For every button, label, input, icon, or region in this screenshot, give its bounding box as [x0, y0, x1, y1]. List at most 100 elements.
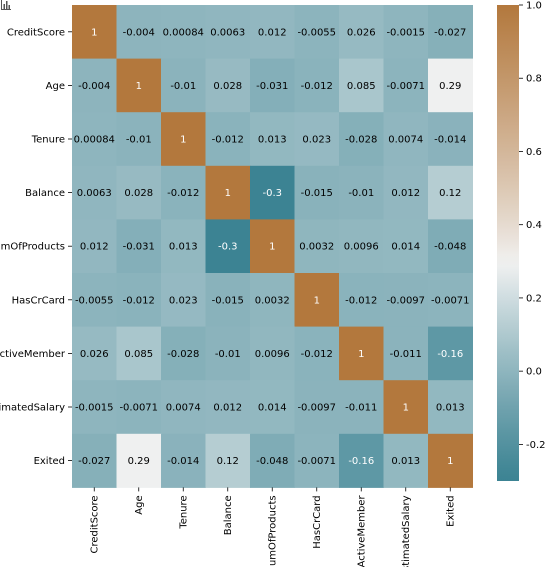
cell-value-label: 1	[447, 456, 453, 467]
heatmap-annotations: 1 -0.004 0.00084 0.0063 0.012 -0.0055 0.026 -0.…	[74, 27, 470, 467]
heatmap-cell	[428, 58, 473, 113]
cell-value-label: 0.023	[169, 295, 198, 306]
cell-value-label: -0.031	[256, 81, 288, 92]
heatmap-cell	[339, 326, 384, 381]
heatmap-cell	[383, 5, 429, 60]
cell-value-label: -0.3	[262, 188, 282, 199]
y-tick-label: Balance	[25, 188, 65, 199]
heatmap-cell	[428, 219, 473, 274]
heatmap-cell	[250, 219, 295, 274]
heatmap-cell	[428, 326, 473, 381]
heatmap-cell	[72, 112, 117, 167]
heatmap-cell	[72, 219, 117, 274]
cell-value-label: 0.29	[439, 81, 461, 92]
heatmap-cell	[428, 165, 473, 220]
colorbar-tick-label: -0.2	[526, 440, 546, 451]
cell-value-label: -0.011	[345, 403, 377, 414]
x-tick-label: HasCrCard	[312, 495, 323, 548]
heatmap-cell	[383, 165, 429, 220]
cell-value-label: -0.0071	[119, 403, 158, 414]
cell-value-label: -0.16	[348, 456, 374, 467]
heatmap-cell	[116, 165, 162, 220]
cell-value-label: 0.0074	[166, 403, 201, 414]
heatmap-cell	[161, 112, 206, 167]
colorbar-tick-label: 0.6	[526, 147, 542, 158]
x-tick-label: CreditScore	[90, 495, 101, 553]
cell-value-label: 0.028	[213, 81, 242, 92]
heatmap-cell	[339, 273, 384, 328]
colorbar-tick-label: 1.0	[526, 1, 542, 12]
heatmap-cell	[294, 165, 340, 220]
heatmap-cell	[205, 165, 251, 220]
heatmap-cell	[294, 112, 340, 167]
cell-value-label: -0.0097	[297, 403, 336, 414]
heatmap-cell	[72, 165, 117, 220]
heatmap-cell	[250, 5, 295, 60]
colorbar-gradient	[497, 5, 519, 481]
heatmap-cell	[161, 5, 206, 60]
heatmap-cell	[161, 433, 206, 488]
heatmap-cell	[294, 326, 340, 381]
cell-value-label: 0.12	[217, 456, 239, 467]
colorbar-tick-label: 0.0	[526, 367, 542, 378]
heatmap-cell	[294, 273, 340, 328]
cell-value-label: 0.00084	[74, 135, 115, 146]
y-axis-tick-labels: CreditScore Age Tenure Balance NumOfProducts…	[0, 27, 72, 467]
cell-value-label: 1	[403, 403, 409, 414]
cell-value-label: 1	[269, 242, 275, 253]
heatmap-cell	[72, 273, 117, 328]
x-tick-label: EstimatedSalary	[401, 495, 412, 567]
cell-value-label: 0.014	[258, 403, 287, 414]
colorbar: -0.2 0.0 0.2 0.4 0.6 0.8 1.0	[497, 1, 546, 481]
y-tick-label: CreditScore	[7, 27, 65, 38]
cell-value-label: 0.013	[391, 456, 420, 467]
cell-value-label: -0.0015	[386, 27, 425, 38]
cell-value-label: 1	[314, 295, 320, 306]
heatmap-cell	[294, 219, 340, 274]
y-tick-label: Tenure	[31, 135, 65, 146]
cell-value-label: -0.031	[123, 242, 155, 253]
cell-value-label: -0.048	[256, 456, 288, 467]
heatmap-cell	[383, 219, 429, 274]
heatmap-cell	[205, 58, 251, 113]
cell-value-label: 1	[180, 135, 186, 146]
cell-value-label: 0.013	[436, 403, 465, 414]
cell-value-label: -0.01	[215, 349, 241, 360]
cell-value-label: -0.0071	[386, 81, 425, 92]
cell-value-label: 0.023	[302, 135, 331, 146]
cell-value-label: -0.01	[126, 135, 152, 146]
cell-value-label: 0.012	[213, 403, 242, 414]
cell-value-label: -0.0071	[431, 295, 470, 306]
heatmap-cell	[161, 273, 206, 328]
heatmap-cell	[250, 165, 295, 220]
cell-value-label: -0.015	[212, 295, 244, 306]
x-tick-label: Tenure	[179, 495, 190, 529]
cell-value-label: 1	[91, 27, 97, 38]
cell-value-label: 0.0063	[210, 27, 245, 38]
heatmap-cell	[383, 273, 429, 328]
heatmap-cell	[72, 326, 117, 381]
heatmap-cell	[116, 433, 162, 488]
heatmap-cell	[161, 219, 206, 274]
cell-value-label: -0.012	[301, 81, 333, 92]
y-tick-label: NumOfProducts	[0, 242, 65, 253]
cell-value-label: -0.012	[301, 349, 333, 360]
heatmap-cell	[428, 112, 473, 167]
cell-value-label: 0.013	[258, 135, 287, 146]
heatmap-cell	[72, 380, 117, 435]
cell-value-label: -0.0055	[297, 27, 336, 38]
cell-value-label: -0.012	[345, 295, 377, 306]
x-tick-label: NumOfProducts	[268, 495, 279, 567]
heatmap-cell	[161, 326, 206, 381]
heatmap-cell	[428, 5, 473, 60]
cell-value-label: 0.085	[124, 349, 153, 360]
x-tick-label: Age	[134, 495, 145, 514]
cell-value-label: 0.012	[80, 242, 109, 253]
cell-value-label: -0.004	[78, 81, 110, 92]
cell-value-label: -0.012	[212, 135, 244, 146]
cell-value-label: -0.01	[170, 81, 196, 92]
y-tick-label: Exited	[34, 456, 65, 467]
cell-value-label: 1	[136, 81, 142, 92]
cell-value-label: 0.0096	[344, 242, 379, 253]
